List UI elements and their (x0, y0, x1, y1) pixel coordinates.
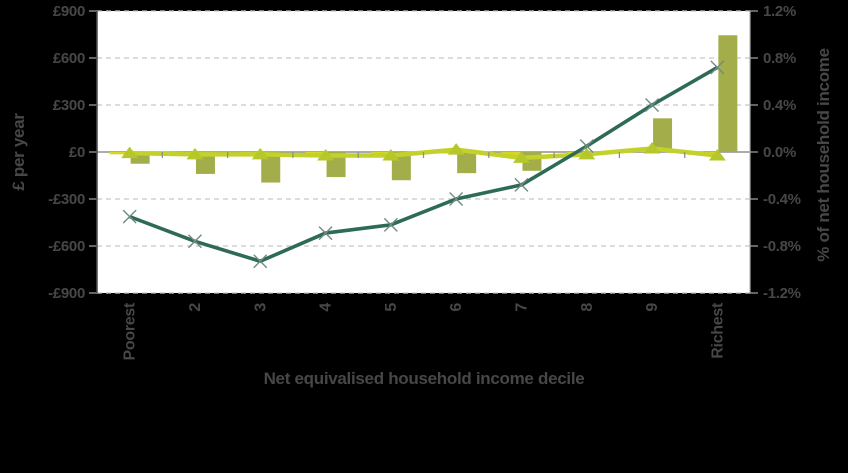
x-marker (383, 217, 398, 232)
triangle-marker (708, 149, 726, 161)
x-marker (579, 139, 594, 154)
right-tick-label: 0.0% (763, 144, 796, 161)
bar (718, 35, 738, 152)
x-category-label: 4 (318, 303, 335, 312)
bar (130, 152, 150, 164)
right-tick-label: -0.8% (763, 238, 801, 255)
triangle-marker (447, 143, 465, 155)
right-axis-tick-labels: 1.2% 0.8% 0.4% 0.0% -0.4% -0.8% -1.2% (763, 3, 801, 302)
right-axis-title: % of net household income (814, 48, 833, 262)
legend: Revaluation, £ Continuous proportional, … (0, 418, 848, 473)
right-tick-label: -0.4% (763, 191, 801, 208)
bar (457, 152, 477, 174)
x-marker (645, 98, 660, 112)
x-marker (187, 234, 202, 249)
x-axis-labels: Poorest 2 3 4 5 6 7 8 9 Richest (122, 302, 727, 360)
x-category-label: 9 (644, 303, 661, 312)
x-marker (710, 60, 725, 75)
x-category-label: 5 (383, 303, 400, 312)
x-axis-title: Net equivalised household income decile (264, 369, 585, 388)
x-category-label: Richest (709, 302, 726, 359)
x-marker (253, 254, 268, 269)
x-category-label: Poorest (122, 302, 139, 360)
triangle-marker (512, 151, 530, 163)
left-tick-label: £0 (69, 144, 85, 161)
x-category-label: 2 (187, 303, 204, 312)
triangle-marker (317, 149, 335, 161)
x-marker (318, 226, 333, 241)
x-marker (449, 192, 464, 206)
bar (261, 152, 281, 183)
left-tick-label: £600 (53, 50, 85, 67)
gridlines (97, 10, 750, 294)
right-tick-label: 1.2% (763, 3, 796, 20)
x-category-label: 6 (448, 303, 465, 312)
bar (653, 118, 673, 152)
left-tick-label: £300 (53, 97, 85, 114)
triangle-marker (121, 146, 139, 159)
continuous-pct-line (129, 65, 719, 264)
left-tick-label: £900 (53, 3, 85, 20)
x-marker (514, 177, 529, 192)
triangle-marker (382, 149, 400, 161)
triangle-marker (251, 147, 269, 160)
triangle-marker (186, 147, 204, 160)
right-tick-label: -1.2% (763, 285, 801, 302)
triangle-marker (643, 141, 661, 154)
x-category-label: 3 (252, 303, 269, 312)
line-continuous-proportional-pct (122, 60, 725, 269)
bar (501, 152, 521, 156)
x-category-label: 8 (579, 303, 596, 312)
x-marker (122, 209, 137, 224)
right-tick-label: 0.4% (763, 97, 796, 114)
left-tick-label: -£900 (48, 285, 85, 302)
triangle-marker (578, 147, 596, 160)
left-tick-label: -£300 (48, 191, 85, 208)
axis-tick-marks (89, 10, 758, 294)
left-tick-label: -£600 (48, 238, 85, 255)
x-category-label: 7 (513, 303, 530, 312)
right-tick-label: 0.8% (763, 50, 796, 67)
left-axis-title: £ per year (9, 113, 28, 191)
bar (109, 152, 129, 155)
left-axis-tick-labels: £900 £600 £300 £0 -£300 -£600 -£900 (48, 3, 85, 302)
